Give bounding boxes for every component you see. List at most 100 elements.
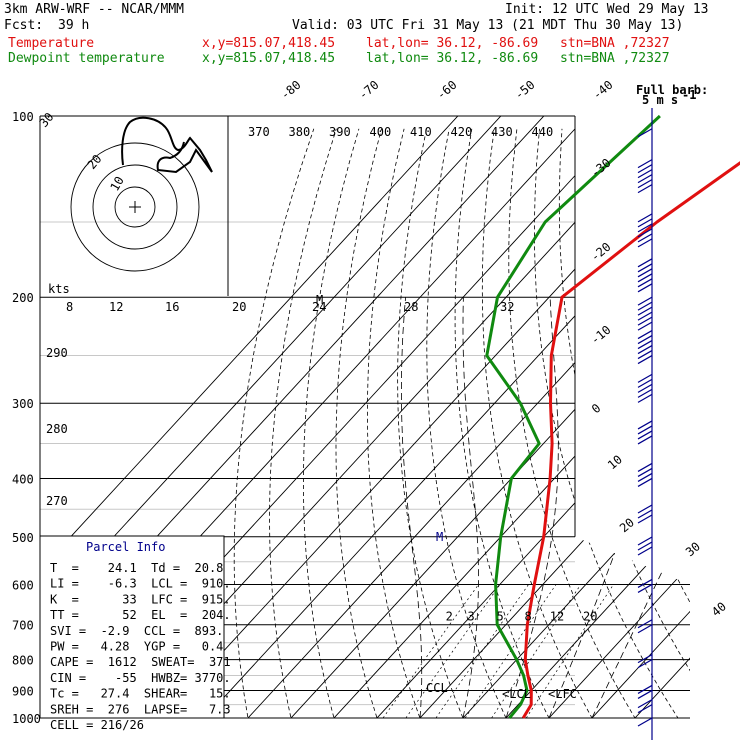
hodograph-speed-label: 8 xyxy=(66,300,73,314)
wind-barb-flag xyxy=(637,430,653,440)
wind-barb xyxy=(637,684,653,699)
isotherm-label: 20 xyxy=(617,515,637,535)
wind-barb-flag xyxy=(637,350,653,360)
dry-adiabat xyxy=(426,128,513,718)
hodograph-trace xyxy=(121,116,213,174)
barb-legend-line2: 5 m s xyxy=(642,93,678,107)
wind-barb-flag xyxy=(637,393,653,403)
hodograph-speed-label: 20 xyxy=(232,300,246,314)
dry-adiabat xyxy=(335,128,382,718)
forecast-hour: 39 h xyxy=(58,18,90,33)
pressure-tick-label: 900 xyxy=(12,684,34,698)
isotherm-label: 30 xyxy=(683,539,703,559)
wind-barb-flag xyxy=(637,335,653,345)
wind-barb-flag xyxy=(637,355,653,365)
wind-barb-flag xyxy=(637,345,653,355)
xy-temp: x,y=815.07,418.45 xyxy=(202,36,336,51)
wind-barb-flag xyxy=(637,509,653,519)
wind-barb xyxy=(637,373,653,403)
parcel-info-panel xyxy=(39,535,225,719)
isotherm-label: 40 xyxy=(709,599,729,619)
wind-barb xyxy=(637,296,653,331)
pressure-tick-label: 600 xyxy=(12,578,34,592)
theta-label: 370 xyxy=(248,125,270,139)
wind-barb xyxy=(637,159,653,194)
wind-barb-flag xyxy=(637,477,653,487)
barb-legend-line1: Full barb: xyxy=(636,83,708,97)
wind-barb-flag xyxy=(637,472,653,482)
parcel-info-row: SVI = -2.9 CCL = 893. xyxy=(50,624,223,638)
isotherm-line xyxy=(40,116,471,718)
wind-barb-flag xyxy=(637,311,653,321)
parcel-info-row: Tc = 27.4 SHEAR= 15. xyxy=(50,687,231,701)
mixing-ratio-line xyxy=(382,584,479,718)
forecast-label: Fcst: xyxy=(4,18,44,33)
parcel-info-row: CELL = 216/26 xyxy=(50,718,144,732)
parcel-info-box: Parcel Info T = 24.1 Td = 20.8 LI = -6.3 L… xyxy=(39,535,231,732)
parcel-info-row: K = 33 LFC = 915. xyxy=(50,592,231,606)
barb-legend-unit: -1 xyxy=(682,88,696,102)
wind-barb-flag xyxy=(637,425,653,435)
wind-barb-flag xyxy=(637,159,653,169)
isotherm-label: 10 xyxy=(605,452,625,472)
hodograph-speed-label: 28 xyxy=(404,300,418,314)
pressure-tick-label: 200 xyxy=(12,291,34,305)
wind-barb-flag xyxy=(637,383,653,393)
pressure-tick-label: 1000 xyxy=(12,712,41,726)
theta-label: 400 xyxy=(370,125,392,139)
wind-barb-flag xyxy=(637,378,653,388)
isotherm-label: -30 xyxy=(588,156,614,181)
isotherm-line xyxy=(622,116,690,718)
wind-barb xyxy=(637,504,653,524)
isotherm-label: -80 xyxy=(278,78,304,103)
moist-adiabat xyxy=(591,297,690,718)
mixing-ratio-label: 3 xyxy=(467,610,474,624)
theta-label: 440 xyxy=(532,125,554,139)
moist-adiabat xyxy=(462,297,479,718)
hodograph-ring xyxy=(70,142,200,272)
wind-barb xyxy=(637,578,653,593)
hodograph-kts-label: kts xyxy=(48,282,70,296)
latlon-dew: lat,lon= 36.12, -86.69 xyxy=(366,51,539,66)
wind-barb-flag xyxy=(637,278,653,288)
storm-motion-marker: M xyxy=(436,530,443,544)
wind-barb xyxy=(637,619,653,634)
wind-barb-flag xyxy=(637,273,653,283)
wind-barb-flag xyxy=(637,514,653,524)
pressure-tick-label: 400 xyxy=(12,472,34,486)
wind-barb-flag xyxy=(637,174,653,184)
wind-barb-flag xyxy=(637,296,653,306)
dry-adiabat xyxy=(233,128,315,718)
mixing-ratio-lines xyxy=(382,584,614,718)
ccl-label: CCL xyxy=(426,681,448,695)
mixing-ratio-label: 8 xyxy=(524,610,531,624)
moist-adiabat xyxy=(548,297,679,718)
wind-barb-flag xyxy=(637,619,653,629)
wind-barb-flag xyxy=(637,164,653,174)
wind-barb xyxy=(637,699,653,714)
isotherm-line xyxy=(407,116,690,718)
hodograph-ring-label: 20 xyxy=(85,152,105,172)
wind-barb-flag xyxy=(637,283,653,293)
hodograph-speed-label: 32 xyxy=(500,300,514,314)
isotherm-line xyxy=(493,116,690,718)
mixing-ratio-line xyxy=(491,584,582,718)
wind-barb-flag xyxy=(637,504,653,514)
sounding-series xyxy=(485,114,740,719)
theta-label: 390 xyxy=(329,125,351,139)
pressure-tick-label: 700 xyxy=(12,619,34,633)
wind-barb xyxy=(637,420,653,445)
mixing-ratio-label: 20 xyxy=(583,610,597,624)
wind-barb-flag xyxy=(637,684,653,694)
wind-barb-flag xyxy=(637,316,653,326)
dry-adiabat xyxy=(397,128,469,718)
moist-adiabat xyxy=(505,297,559,718)
wind-barb xyxy=(637,654,653,669)
wind-barb-flag xyxy=(637,624,653,634)
wind-barb-flag xyxy=(637,659,653,669)
wind-barb-flag xyxy=(637,263,653,273)
mixing-ratio-line xyxy=(464,584,557,718)
wind-barb-flag xyxy=(637,536,653,546)
dry-adiabat xyxy=(720,129,740,731)
